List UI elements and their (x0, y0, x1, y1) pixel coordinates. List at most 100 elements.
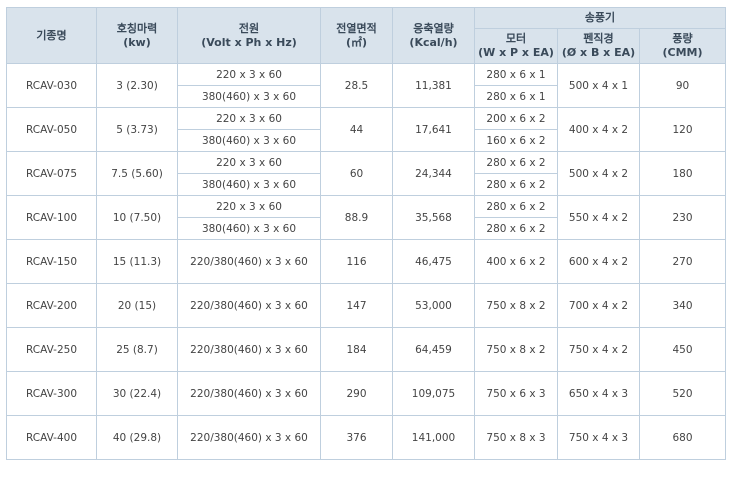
cell-airflow: 270 (638, 239, 727, 284)
header-blade-label: 펜직경 (583, 32, 614, 45)
cell-supply: 220/380(460) x 3 x 60 (177, 371, 321, 416)
header-area-label: 전열면적 (336, 21, 377, 35)
header-area-unit: (㎡) (345, 35, 368, 49)
cell-blade: 550 x 4 x 2 (557, 195, 640, 240)
cell-area: 116 (320, 239, 393, 284)
header-power-label: 호칭마력 (116, 21, 158, 35)
cell-airflow: 680 (638, 415, 727, 460)
cell-power: 15 (11.3) (96, 239, 178, 284)
table-row: RCAV-100 10 (7.50) 220 x 3 x 60 88.9 35,… (6, 195, 727, 240)
header-motor: 모터 (W x P x EA) (474, 28, 558, 64)
cell-power: 3 (2.30) (96, 63, 178, 108)
cell-power: 5 (3.73) (96, 107, 178, 152)
cell-capacity: 53,000 (392, 283, 475, 328)
header-power: 호칭마력 (kw) (96, 7, 178, 64)
cell-airflow: 450 (638, 327, 727, 372)
cell-supply: 380(460) x 3 x 60 (177, 217, 321, 240)
header-supply: 전원 (Volt x Ph x Hz) (177, 7, 321, 64)
header-capacity-unit: (Kcal/h) (409, 35, 458, 49)
cell-motor: 200 x 6 x 2 (474, 107, 558, 130)
table-row-sub: 380(460) x 3 x 60 280 x 6 x 1 (7, 85, 726, 108)
cell-supply: 380(460) x 3 x 60 (177, 129, 321, 152)
header-blade: 펜직경 (Ø x B x EA) (557, 28, 640, 64)
cell-airflow: 90 (638, 63, 727, 108)
cell-power: 40 (29.8) (96, 415, 178, 460)
cell-motor: 750 x 8 x 2 (474, 327, 558, 372)
cell-blade: 750 x 4 x 3 (557, 415, 640, 460)
cell-model: RCAV-300 (6, 371, 97, 416)
cell-supply: 220 x 3 x 60 (177, 151, 321, 174)
cell-supply: 220 x 3 x 60 (177, 195, 321, 218)
cell-supply: 220/380(460) x 3 x 60 (177, 239, 321, 284)
cell-area: 147 (320, 283, 393, 328)
header-blade-unit: (Ø x B x EA) (561, 46, 636, 59)
cell-airflow: 340 (638, 283, 727, 328)
table-row: RCAV-075 7.5 (5.60) 220 x 3 x 60 60 24,3… (6, 151, 727, 196)
header-area: 전열면적 (㎡) (320, 7, 393, 64)
header-fan-group-label: 송풍기 (584, 11, 616, 24)
cell-power: 25 (8.7) (96, 327, 178, 372)
cell-airflow: 120 (638, 107, 727, 152)
cell-area: 376 (320, 415, 393, 460)
spec-table-container: 기종명 호칭마력 (kw) 전원 (Volt x Ph x Hz) 전열면적 (㎡) … (6, 7, 727, 460)
header-model-label: 기종명 (36, 28, 67, 42)
cell-capacity: 64,459 (392, 327, 475, 372)
header-row: 기종명 호칭마력 (kw) 전원 (Volt x Ph x Hz) 전열면적 (㎡) … (6, 7, 727, 64)
cell-motor: 280 x 6 x 1 (474, 85, 558, 108)
cell-blade: 500 x 4 x 1 (557, 63, 640, 108)
cell-motor: 160 x 6 x 2 (474, 129, 558, 152)
cell-blade: 600 x 4 x 2 (557, 239, 640, 284)
cell-motor: 750 x 8 x 2 (474, 283, 558, 328)
cell-supply: 220/380(460) x 3 x 60 (177, 415, 321, 460)
cell-model: RCAV-150 (6, 239, 97, 284)
cell-motor: 280 x 6 x 1 (474, 63, 558, 86)
cell-airflow: 520 (638, 371, 727, 416)
header-power-unit: (kw) (123, 35, 151, 49)
cell-area: 44 (320, 107, 393, 152)
cell-model: RCAV-200 (6, 283, 97, 328)
cell-area: 88.9 (320, 195, 393, 240)
header-motor-label: 모터 (505, 32, 527, 45)
cell-blade: 700 x 4 x 2 (557, 283, 640, 328)
table-row: RCAV-030 3 (2.30) 220 x 3 x 60 28.5 11,3… (6, 63, 727, 108)
cell-power: 10 (7.50) (96, 195, 178, 240)
cell-motor: 280 x 6 x 2 (474, 217, 558, 240)
table-row: RCAV-400 40 (29.8) 220/380(460) x 3 x 60… (6, 415, 727, 460)
header-motor-unit: (W x P x EA) (478, 46, 554, 59)
cell-blade: 500 x 4 x 2 (557, 151, 640, 196)
header-supply-label: 전원 (238, 21, 260, 35)
cell-capacity: 109,075 (392, 371, 475, 416)
cell-capacity: 24,344 (392, 151, 475, 196)
table-row: RCAV-200 20 (15) 220/380(460) x 3 x 60 1… (6, 283, 727, 328)
cell-supply: 220/380(460) x 3 x 60 (177, 283, 321, 328)
cell-capacity: 17,641 (392, 107, 475, 152)
cell-area: 184 (320, 327, 393, 372)
cell-blade: 400 x 4 x 2 (557, 107, 640, 152)
cell-supply: 220 x 3 x 60 (177, 107, 321, 130)
cell-model: RCAV-050 (6, 107, 97, 152)
header-sub-row: 모터 (W x P x EA) 펜직경 (Ø x B x EA) 풍량 (CMM) (7, 28, 727, 64)
cell-capacity: 35,568 (392, 195, 475, 240)
cell-blade: 650 x 4 x 3 (557, 371, 640, 416)
spec-table: 기종명 호칭마력 (kw) 전원 (Volt x Ph x Hz) 전열면적 (㎡) … (6, 7, 727, 460)
table-row: RCAV-050 5 (3.73) 220 x 3 x 60 44 17,641… (6, 107, 727, 152)
cell-motor: 400 x 6 x 2 (474, 239, 558, 284)
cell-area: 28.5 (320, 63, 393, 108)
table-row: RCAV-300 30 (22.4) 220/380(460) x 3 x 60… (6, 371, 727, 416)
table-row: RCAV-150 15 (11.3) 220/380(460) x 3 x 60… (6, 239, 727, 284)
cell-power: 30 (22.4) (96, 371, 178, 416)
cell-power: 7.5 (5.60) (96, 151, 178, 196)
cell-model: RCAV-400 (6, 415, 97, 460)
header-supply-unit: (Volt x Ph x Hz) (201, 35, 297, 49)
cell-area: 60 (320, 151, 393, 196)
header-fan-group: 송풍기 (473, 7, 727, 29)
table-row-sub: 380(460) x 3 x 60 280 x 6 x 2 (7, 217, 726, 240)
cell-airflow: 230 (638, 195, 727, 240)
cell-model: RCAV-100 (6, 195, 97, 240)
table-row: RCAV-250 25 (8.7) 220/380(460) x 3 x 60 … (6, 327, 727, 372)
cell-supply: 380(460) x 3 x 60 (177, 85, 321, 108)
cell-supply: 380(460) x 3 x 60 (177, 173, 321, 196)
cell-model: RCAV-250 (6, 327, 97, 372)
cell-blade: 750 x 4 x 2 (557, 327, 640, 372)
cell-area: 290 (320, 371, 393, 416)
